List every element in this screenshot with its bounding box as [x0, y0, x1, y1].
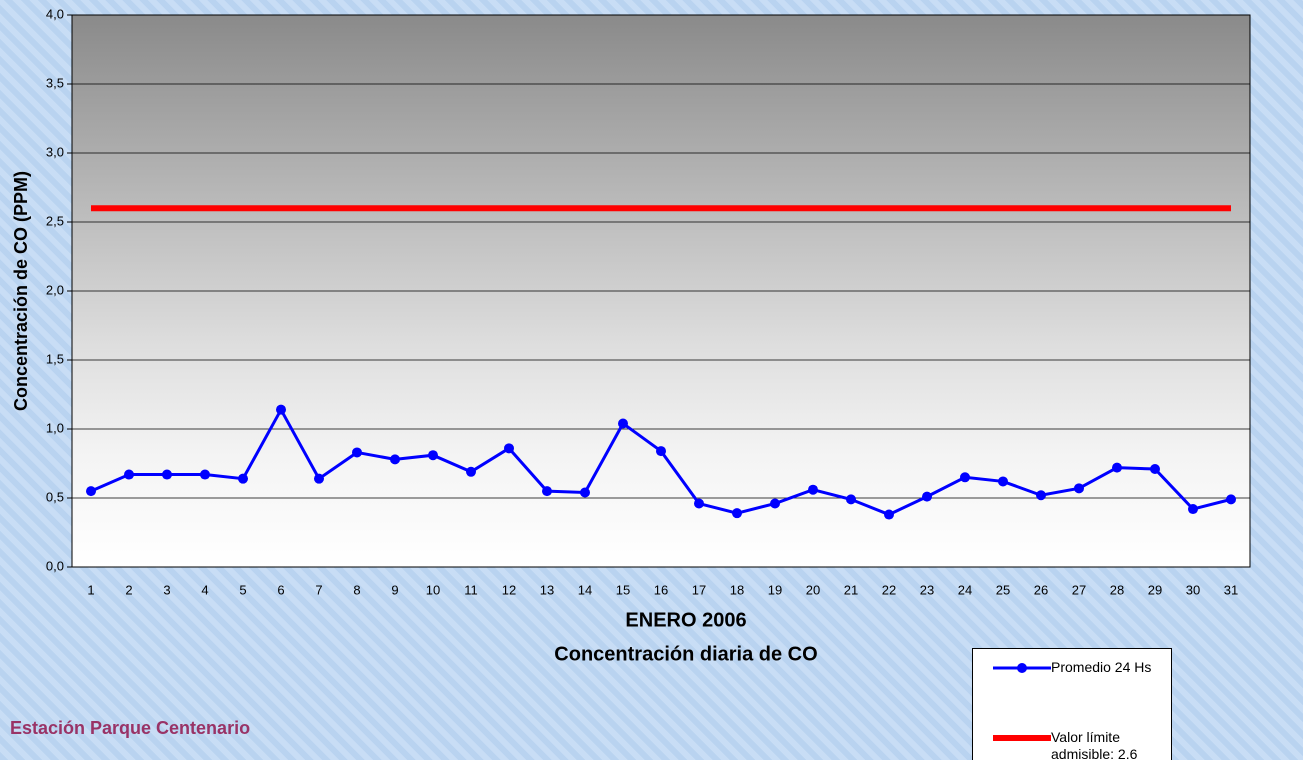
y-tick-label: 0,0: [46, 558, 64, 573]
x-tick-label: 22: [882, 582, 896, 597]
x-tick-label: 17: [692, 582, 706, 597]
y-tick-label: 1,5: [46, 351, 64, 366]
y-tick-label: 3,5: [46, 75, 64, 90]
x-tick-label: 18: [730, 582, 744, 597]
x-tick-label: 15: [616, 582, 630, 597]
x-tick-label: 13: [540, 582, 554, 597]
y-tick-label: 3,0: [46, 144, 64, 159]
point: [314, 474, 324, 484]
x-tick-label: 30: [1186, 582, 1200, 597]
point: [428, 450, 438, 460]
point: [1074, 483, 1084, 493]
y-tick-label: 2,0: [46, 282, 64, 297]
x-tick-label: 7: [315, 582, 322, 597]
chart: ENERO 2006 Concentración diaria de CO Co…: [0, 0, 1303, 760]
legend-marker: [1017, 663, 1027, 673]
point: [238, 474, 248, 484]
legend-swatch: [993, 729, 1053, 749]
point: [1150, 464, 1160, 474]
x-tick-label: 23: [920, 582, 934, 597]
x-tick-label: 12: [502, 582, 516, 597]
station-note: Estación Parque Centenario: [10, 718, 250, 738]
point: [1226, 494, 1236, 504]
x-tick-label: 29: [1148, 582, 1162, 597]
point: [504, 443, 514, 453]
x-tick-label: 5: [239, 582, 246, 597]
chart-subtitle: Concentración diaria de CO: [554, 643, 817, 665]
x-tick-label: 19: [768, 582, 782, 597]
point: [656, 446, 666, 456]
point: [884, 510, 894, 520]
point: [770, 499, 780, 509]
x-tick-label: 24: [958, 582, 972, 597]
point: [1112, 463, 1122, 473]
page: ENERO 2006 Concentración diaria de CO Co…: [0, 0, 1303, 760]
point: [580, 487, 590, 497]
point: [276, 405, 286, 415]
legend: Promedio 24 Hs Valor límite admisible: 2.…: [972, 648, 1172, 760]
y-axis-title: Concentración de CO (PPM): [11, 171, 31, 411]
legend-swatch: [993, 659, 1053, 679]
point: [732, 508, 742, 518]
y-tick-label: 0,5: [46, 489, 64, 504]
point: [162, 470, 172, 480]
y-tick-label: 4,0: [46, 6, 64, 21]
point: [694, 499, 704, 509]
legend-label: Valor límite admisible: 2.6 PPM en 24 hs…: [1051, 729, 1169, 760]
x-tick-label: 1: [87, 582, 94, 597]
y-tick-label: 2,5: [46, 213, 64, 228]
point: [960, 472, 970, 482]
point: [808, 485, 818, 495]
x-tick-label: 2: [125, 582, 132, 597]
point: [390, 454, 400, 464]
x-tick-label: 8: [353, 582, 360, 597]
point: [1036, 490, 1046, 500]
x-tick-label: 28: [1110, 582, 1124, 597]
point: [846, 494, 856, 504]
point: [922, 492, 932, 502]
x-tick-label: 4: [201, 582, 208, 597]
point: [86, 486, 96, 496]
x-tick-label: 31: [1224, 582, 1238, 597]
point: [200, 470, 210, 480]
x-tick-label: 6: [277, 582, 284, 597]
x-tick-label: 25: [996, 582, 1010, 597]
point: [542, 486, 552, 496]
y-tick-label: 1,0: [46, 420, 64, 435]
point: [998, 476, 1008, 486]
point: [466, 467, 476, 477]
x-tick-label: 10: [426, 582, 440, 597]
x-tick-label: 20: [806, 582, 820, 597]
point: [1188, 504, 1198, 514]
point: [352, 447, 362, 457]
x-tick-label: 14: [578, 582, 592, 597]
x-tick-label: 26: [1034, 582, 1048, 597]
x-tick-label: 27: [1072, 582, 1086, 597]
x-tick-label: 21: [844, 582, 858, 597]
legend-label: Promedio 24 Hs: [1051, 659, 1169, 676]
x-tick-label: 16: [654, 582, 668, 597]
point: [618, 418, 628, 428]
x-tick-label: 11: [464, 582, 478, 597]
x-tick-label: 9: [391, 582, 398, 597]
point: [124, 470, 134, 480]
chart-title: ENERO 2006: [625, 609, 746, 631]
x-tick-label: 3: [163, 582, 170, 597]
